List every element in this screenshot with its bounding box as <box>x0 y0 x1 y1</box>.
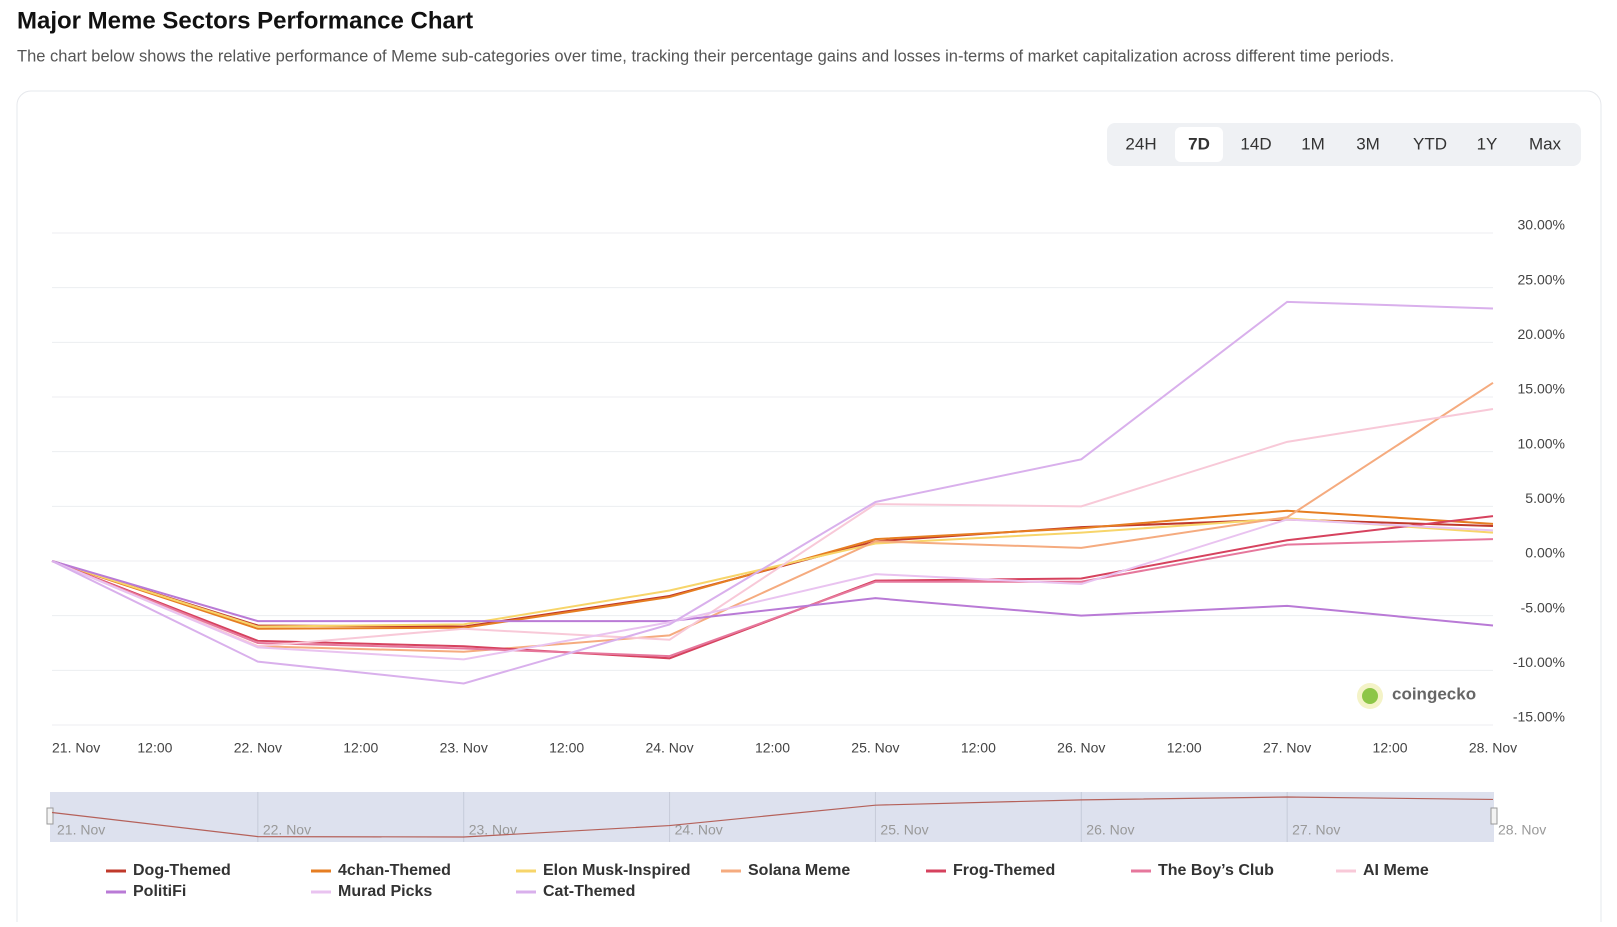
series-line <box>51 300 1494 685</box>
y-tick-label: 30.00% <box>1518 217 1565 233</box>
x-minor-tick-label: 12:00 <box>343 740 378 756</box>
series-line <box>51 518 1494 661</box>
y-tick-label: -5.00% <box>1521 599 1565 615</box>
range-button[interactable]: 24H <box>1125 134 1156 153</box>
series-line <box>51 408 1494 648</box>
series-line <box>51 509 1494 630</box>
y-tick-label: 10.00% <box>1518 435 1565 451</box>
y-tick-label: -10.00% <box>1513 654 1565 670</box>
range-button[interactable]: 7D <box>1188 134 1210 153</box>
navigator-label: 26. Nov <box>1086 822 1134 838</box>
navigator-label: 21. Nov <box>57 822 105 838</box>
x-minor-tick-label: 12:00 <box>1373 740 1408 756</box>
navigator-label: 23. Nov <box>469 822 517 838</box>
series-line <box>51 560 1494 627</box>
x-tick-label: 28. Nov <box>1469 740 1517 756</box>
legend-label[interactable]: Solana Meme <box>748 862 850 879</box>
y-tick-label: 20.00% <box>1518 326 1565 342</box>
navigator-label: 24. Nov <box>675 822 723 838</box>
legend-label[interactable]: AI Meme <box>1363 862 1429 879</box>
navigator-label: 25. Nov <box>880 822 928 838</box>
x-tick-label: 25. Nov <box>851 740 899 756</box>
x-tick-label: 26. Nov <box>1057 740 1105 756</box>
navigator-handle[interactable] <box>1490 807 1498 825</box>
series-line <box>51 517 1494 628</box>
page-subtitle: The chart below shows the relative perfo… <box>17 47 1394 65</box>
y-tick-label: 5.00% <box>1525 490 1565 506</box>
navigator-label: 27. Nov <box>1292 822 1340 838</box>
logo <box>1362 688 1378 704</box>
legend-label[interactable]: Murad Picks <box>338 883 432 900</box>
series-line <box>51 381 1494 653</box>
navigator-handle[interactable] <box>46 807 54 825</box>
navigator-label: 28. Nov <box>1498 822 1546 838</box>
x-tick-label: 21. Nov <box>52 740 100 756</box>
range-button[interactable]: 3M <box>1356 134 1380 153</box>
legend-label[interactable]: Frog-Themed <box>953 862 1055 879</box>
x-minor-tick-label: 12:00 <box>137 740 172 756</box>
navigator-label: 22. Nov <box>263 822 311 838</box>
legend-label[interactable]: 4chan-Themed <box>338 862 451 879</box>
x-tick-label: 22. Nov <box>234 740 282 756</box>
legend-label[interactable]: Dog-Themed <box>133 862 231 879</box>
legend-label[interactable]: Elon Musk-Inspired <box>543 862 691 879</box>
legend-label[interactable]: Cat-Themed <box>543 883 635 900</box>
range-button[interactable]: 1Y <box>1477 134 1498 153</box>
range-button[interactable]: 1M <box>1301 134 1325 153</box>
x-minor-tick-label: 12:00 <box>755 740 790 756</box>
legend-label[interactable]: The Boy’s Club <box>1158 862 1274 879</box>
y-tick-label: 25.00% <box>1518 271 1565 287</box>
x-minor-tick-label: 12:00 <box>549 740 584 756</box>
y-tick-label: 15.00% <box>1518 381 1565 397</box>
range-bar <box>1107 123 1581 166</box>
range-button-active <box>1175 127 1223 162</box>
x-tick-label: 24. Nov <box>645 740 693 756</box>
x-minor-tick-label: 12:00 <box>1167 740 1202 756</box>
navigator-line <box>51 796 1494 838</box>
range-button[interactable]: Max <box>1529 134 1562 153</box>
legend-label[interactable]: PolitiFi <box>133 883 186 900</box>
y-tick-label: -15.00% <box>1513 709 1565 725</box>
y-tick-label: 0.00% <box>1525 545 1565 561</box>
range-button[interactable]: YTD <box>1413 134 1447 153</box>
x-tick-label: 23. Nov <box>440 740 488 756</box>
range-button[interactable]: 14D <box>1240 134 1271 153</box>
watermark: coingecko <box>1392 684 1476 703</box>
page-title: Major Meme Sectors Performance Chart <box>17 7 473 34</box>
chart-card <box>16 90 1602 927</box>
x-tick-label: 27. Nov <box>1263 740 1311 756</box>
x-minor-tick-label: 12:00 <box>961 740 996 756</box>
navigator <box>50 792 1494 842</box>
